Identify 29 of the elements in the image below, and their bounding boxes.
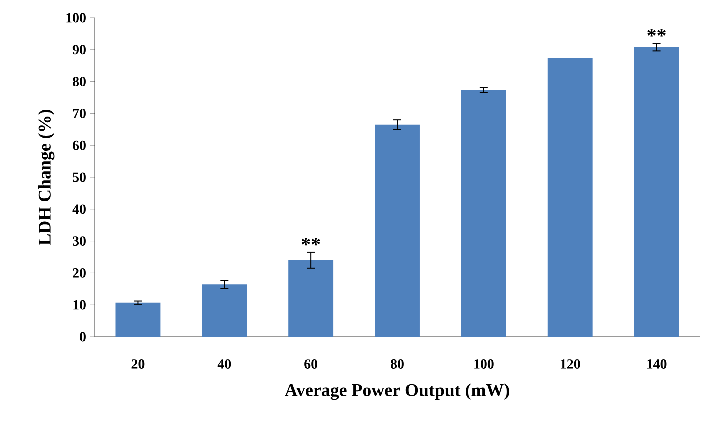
bar: [116, 302, 161, 337]
y-tick-label: 40: [72, 204, 86, 214]
annotation: **: [648, 29, 666, 37]
bar: [548, 58, 593, 337]
x-tick-label: 140: [647, 360, 667, 369]
x-axis-title: Average Power Output (mW): [285, 384, 510, 400]
y-tick-label: 10: [74, 300, 86, 310]
x-tick-label: 60: [304, 360, 318, 369]
y-tick-label: 20: [73, 268, 86, 278]
y-tick-label: 0: [80, 332, 86, 342]
x-tick-label: 40: [218, 360, 232, 369]
x-tick-label: 80: [391, 360, 404, 369]
bar: [461, 90, 506, 337]
bar: [202, 284, 248, 337]
x-tick-label: 20: [132, 360, 145, 369]
y-tick-label: 30: [73, 236, 86, 246]
bar: [288, 260, 334, 337]
y-axis-title: LDH Change (%): [38, 110, 55, 246]
y-tick-label: 80: [73, 77, 86, 87]
x-tick-label: 120: [561, 360, 580, 369]
y-tick-label: 70: [73, 108, 86, 118]
y-tick-label: 100: [66, 13, 86, 23]
annotation: **: [302, 238, 320, 246]
x-tick-label: 100: [474, 360, 494, 369]
y-tick-label: 90: [72, 45, 86, 55]
bar: [634, 47, 680, 337]
bar: [375, 124, 420, 337]
y-tick-label: 60: [73, 140, 86, 150]
y-tick-label: 50: [73, 172, 86, 182]
